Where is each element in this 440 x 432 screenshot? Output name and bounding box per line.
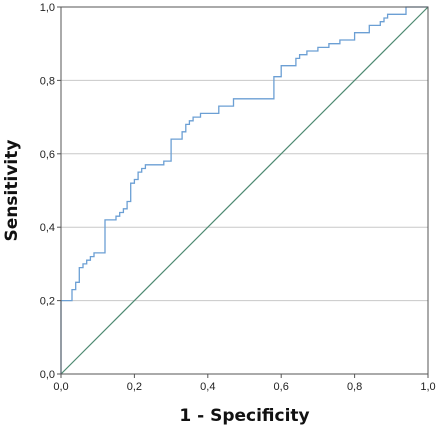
x-tick-label: 0,4 <box>200 381 215 393</box>
x-tick-label: 0,0 <box>53 381 68 393</box>
y-tick-label: 0,0 <box>40 369 55 381</box>
y-axis-title: Sensitivity <box>2 140 22 242</box>
x-tick-label: 1,0 <box>420 381 435 393</box>
plot-frame <box>60 6 429 375</box>
reference-diagonal-line <box>60 6 429 375</box>
x-tick-label: 0,8 <box>347 381 362 393</box>
y-tick-label: 0,4 <box>40 222 55 234</box>
y-axis-ticks: 0,0 0,2 0,4 0,6 0,8 1,0 <box>40 2 61 381</box>
x-axis-ticks: 0,0 0,2 0,4 0,6 0,8 1,0 <box>53 374 436 393</box>
x-tick-label: 0,6 <box>274 381 289 393</box>
x-tick-label: 0,2 <box>127 381 142 393</box>
y-tick-label: 0,6 <box>40 149 55 161</box>
y-tick-label: 0,2 <box>40 296 55 308</box>
x-axis-title: 1 - Specificity <box>179 406 309 426</box>
roc-curve-line <box>60 6 428 374</box>
y-tick-label: 0,8 <box>40 75 55 87</box>
y-tick-label: 1,0 <box>40 2 55 14</box>
